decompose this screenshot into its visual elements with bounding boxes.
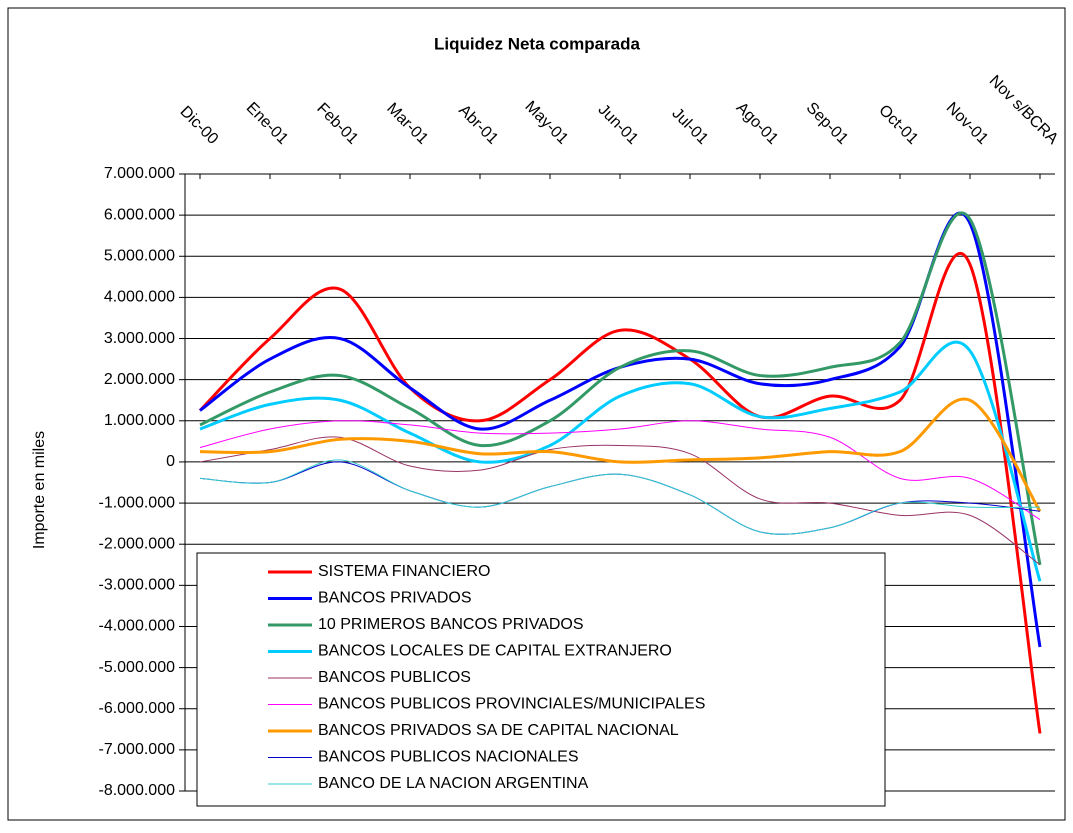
y-tick-label: 2.000.000 <box>104 371 175 388</box>
series-line <box>198 252 1042 734</box>
y-tick-label: 7.000.000 <box>104 165 175 182</box>
series-line <box>199 420 1041 520</box>
legend-label: BANCO DE LA NACION ARGENTINA <box>318 775 589 792</box>
legend-label: BANCOS LOCALES DE CAPITAL EXTRANJERO <box>318 643 672 660</box>
y-tick-label: -8.000.000 <box>98 782 175 799</box>
legend-label: SISTEMA FINANCIERO <box>318 563 490 580</box>
legend-label: 10 PRIMEROS BANCOS PRIVADOS <box>318 616 584 633</box>
y-tick-label: -7.000.000 <box>98 741 175 758</box>
series-line <box>199 340 1042 582</box>
y-tick-label: -1.000.000 <box>98 494 175 511</box>
y-tick-label: -3.000.000 <box>98 577 175 594</box>
legend-label: BANCOS PUBLICOS NACIONALES <box>318 749 579 766</box>
y-axis-label: Importe en miles <box>31 431 48 549</box>
legend <box>196 552 886 807</box>
chart-title: Liquidez Neta comparada <box>434 34 640 53</box>
y-tick-label: 1.000.000 <box>104 412 175 429</box>
y-tick-label: 4.000.000 <box>104 289 175 306</box>
series-line <box>199 397 1042 513</box>
y-tick-label: -2.000.000 <box>98 535 175 552</box>
y-tick-label: -4.000.000 <box>98 618 175 635</box>
series-line <box>199 211 1042 566</box>
y-tick-label: 3.000.000 <box>104 330 175 347</box>
legend-label: BANCOS PUBLICOS <box>318 669 471 686</box>
y-tick-label: -5.000.000 <box>98 659 175 676</box>
y-tick-label: 6.000.000 <box>104 206 175 223</box>
legend-label: BANCOS PUBLICOS PROVINCIALES/MUNICIPALES <box>318 696 705 713</box>
series-line <box>199 459 1041 535</box>
legend-label: BANCOS PRIVADOS <box>318 590 472 607</box>
legend-label: BANCOS PRIVADOS SA DE CAPITAL NACIONAL <box>318 722 679 739</box>
y-tick-label: 0 <box>166 453 175 470</box>
series-line <box>199 436 1041 566</box>
y-tick-label: -6.000.000 <box>98 700 175 717</box>
y-tick-label: 5.000.000 <box>104 247 175 264</box>
